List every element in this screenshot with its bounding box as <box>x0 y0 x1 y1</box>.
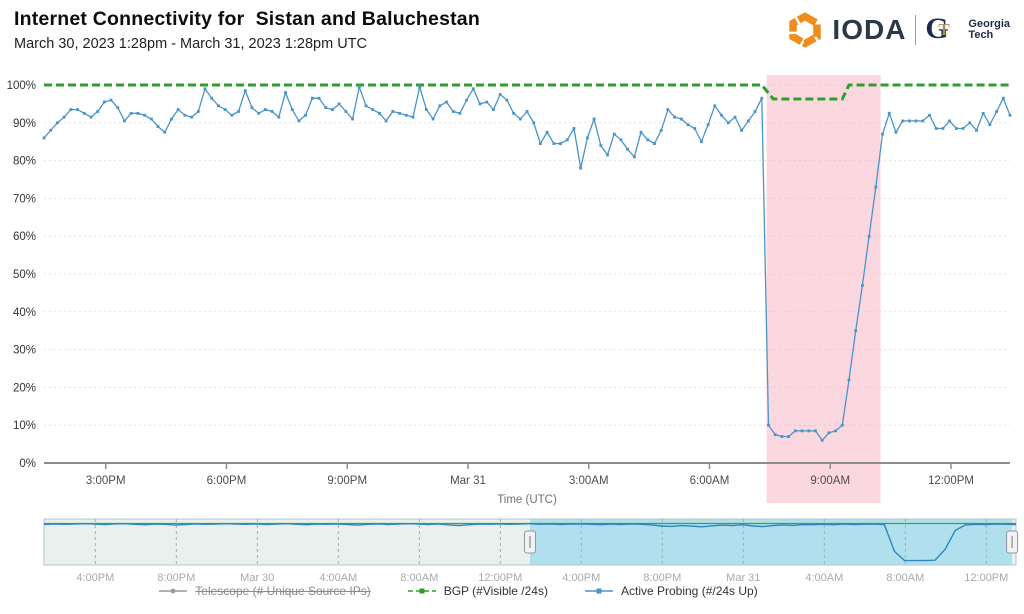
nav-handle-right[interactable] <box>1006 530 1019 554</box>
nav-handle-left[interactable] <box>524 530 536 554</box>
georgia-tech-gt-icon: G T <box>925 12 950 45</box>
legend-item-bgp[interactable]: BGP (#Visible /24s) <box>407 584 548 598</box>
ioda-hexagon-icon <box>789 12 822 48</box>
svg-text:8:00PM: 8:00PM <box>643 572 681 584</box>
svg-text:10%: 10% <box>13 420 36 432</box>
y-axis-labels: 0% 10% 20% 30% 40% 50% 60% 70% 80% 90% 100% <box>7 80 36 470</box>
svg-text:8:00PM: 8:00PM <box>157 572 195 584</box>
svg-text:3:00AM: 3:00AM <box>569 475 609 487</box>
svg-text:12:00PM: 12:00PM <box>928 475 974 487</box>
legend-marker-icon <box>584 588 613 594</box>
legend-marker-icon <box>407 588 436 594</box>
date-range: March 30, 2023 1:28pm - March 31, 2023 1… <box>14 36 368 52</box>
legend-label: Active Probing (#/24s Up) <box>620 584 758 598</box>
legend-label: Telescope (# Unique Source IPs) <box>195 584 371 598</box>
svg-text:4:00PM: 4:00PM <box>562 572 600 584</box>
active-probing-markers <box>42 85 1012 442</box>
bgp-series-line <box>44 83 1010 101</box>
svg-text:4:00AM: 4:00AM <box>319 572 357 584</box>
brand-divider <box>915 15 917 45</box>
svg-text:30%: 30% <box>13 345 36 357</box>
svg-text:4:00AM: 4:00AM <box>805 572 843 584</box>
svg-text:Mar 31: Mar 31 <box>450 475 486 487</box>
legend-item-telescope[interactable]: Telescope (# Unique Source IPs) <box>158 584 371 598</box>
svg-text:Mar 31: Mar 31 <box>726 572 760 584</box>
svg-text:3:00PM: 3:00PM <box>86 475 126 487</box>
svg-text:100%: 100% <box>7 80 36 92</box>
navigator-active-probing-line <box>43 522 1017 562</box>
svg-text:90%: 90% <box>13 118 36 130</box>
ioda-logo-text: IODA <box>832 14 907 45</box>
svg-text:12:00PM: 12:00PM <box>964 572 1008 584</box>
svg-text:Mar 30: Mar 30 <box>240 572 274 584</box>
georgia-tech-wordmark: Georgia Tech <box>968 18 1010 41</box>
svg-text:9:00AM: 9:00AM <box>810 475 850 487</box>
x-axis: 3:00PM 6:00PM 9:00PM Mar 31 3:00AM 6:00AM 9:00… <box>44 462 1010 506</box>
svg-text:0%: 0% <box>19 458 36 470</box>
svg-text:12:00PM: 12:00PM <box>478 572 522 584</box>
navigator-selected-range[interactable] <box>530 519 1013 565</box>
svg-text:80%: 80% <box>13 156 36 168</box>
svg-text:40%: 40% <box>13 307 36 319</box>
legend-label: BGP (#Visible /24s) <box>443 584 548 598</box>
svg-text:50%: 50% <box>13 269 36 281</box>
chart-legend: Telescope (# Unique Source IPs) BGP (#Vis… <box>0 584 1024 598</box>
legend-item-active[interactable]: Active Probing (#/24s Up) <box>584 584 758 598</box>
svg-text:8:00AM: 8:00AM <box>886 572 924 584</box>
brand-logos: IODA G T Georgia Tech <box>787 12 1010 48</box>
svg-text:60%: 60% <box>13 231 36 243</box>
x-axis-title: Time (UTC) <box>497 494 557 506</box>
svg-text:70%: 70% <box>13 193 36 205</box>
legend-marker-icon <box>159 588 188 594</box>
svg-text:8:00AM: 8:00AM <box>400 572 438 584</box>
svg-text:9:00PM: 9:00PM <box>327 475 367 487</box>
page-title: Internet Connectivity for Sistan and Bal… <box>14 8 480 30</box>
svg-text:6:00AM: 6:00AM <box>690 475 730 487</box>
svg-text:4:00PM: 4:00PM <box>76 572 114 584</box>
header: Internet Connectivity for Sistan and Bal… <box>14 8 480 52</box>
navigator-ticks: 4:00PM 8:00PM Mar 30 4:00AM 8:00AM 12:00PM 4:0… <box>76 519 1008 584</box>
svg-text:6:00PM: 6:00PM <box>207 475 247 487</box>
svg-text:20%: 20% <box>13 382 36 394</box>
